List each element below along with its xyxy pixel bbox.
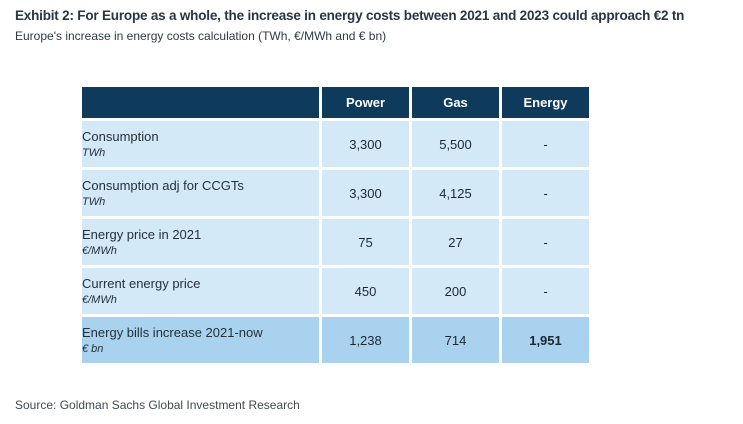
row-label-cell: Consumption TWh <box>82 121 319 167</box>
exhibit-subtitle: Europe's increase in energy costs calcul… <box>15 29 387 43</box>
energy-total-value: 1,951 <box>502 317 589 363</box>
gas-value: 27 <box>412 219 499 265</box>
row-label-cell: Energy price in 2021 €/MWh <box>82 219 319 265</box>
table-row: Consumption TWh 3,300 5,500 - <box>82 121 589 167</box>
gas-value: 4,125 <box>412 170 499 216</box>
energy-costs-table: Power Gas Energy Consumption TWh 3,300 5… <box>79 84 592 366</box>
table-row: Consumption adj for CCGTs TWh 3,300 4,12… <box>82 170 589 216</box>
row-label: Consumption <box>82 128 159 144</box>
exhibit-title: Exhibit 2: For Europe as a whole, the in… <box>15 8 685 23</box>
gas-value: 714 <box>412 317 499 363</box>
row-label: Energy bills increase 2021-now <box>82 324 263 340</box>
energy-value: - <box>502 219 589 265</box>
energy-value: - <box>502 170 589 216</box>
row-label: Consumption adj for CCGTs <box>82 177 244 193</box>
gas-value: 200 <box>412 268 499 314</box>
row-label: Energy price in 2021 <box>82 226 202 242</box>
row-label-cell: Current energy price €/MWh <box>82 268 319 314</box>
power-value: 3,300 <box>322 121 409 167</box>
row-unit: €/MWh <box>82 244 117 257</box>
power-value: 450 <box>322 268 409 314</box>
header-cell-power: Power <box>322 87 409 118</box>
row-label-cell: Energy bills increase 2021-now € bn <box>82 317 319 363</box>
row-label: Current energy price <box>82 275 201 291</box>
energy-value: - <box>502 268 589 314</box>
gas-value: 5,500 <box>412 121 499 167</box>
row-label-cell: Consumption adj for CCGTs TWh <box>82 170 319 216</box>
row-unit: TWh <box>82 146 106 159</box>
source-note: Source: Goldman Sachs Global Investment … <box>15 398 300 412</box>
power-value: 3,300 <box>322 170 409 216</box>
table-row: Energy price in 2021 €/MWh 75 27 - <box>82 219 589 265</box>
row-unit: €/MWh <box>82 293 117 306</box>
row-unit: € bn <box>82 342 104 355</box>
energy-value: - <box>502 121 589 167</box>
power-value: 1,238 <box>322 317 409 363</box>
power-value: 75 <box>322 219 409 265</box>
header-cell-energy: Energy <box>502 87 589 118</box>
header-cell-blank <box>82 87 319 118</box>
table-row-total: Energy bills increase 2021-now € bn 1,23… <box>82 317 589 363</box>
table-header-row: Power Gas Energy <box>82 87 589 118</box>
row-unit: TWh <box>82 195 106 208</box>
header-cell-gas: Gas <box>412 87 499 118</box>
table-row: Current energy price €/MWh 450 200 - <box>82 268 589 314</box>
